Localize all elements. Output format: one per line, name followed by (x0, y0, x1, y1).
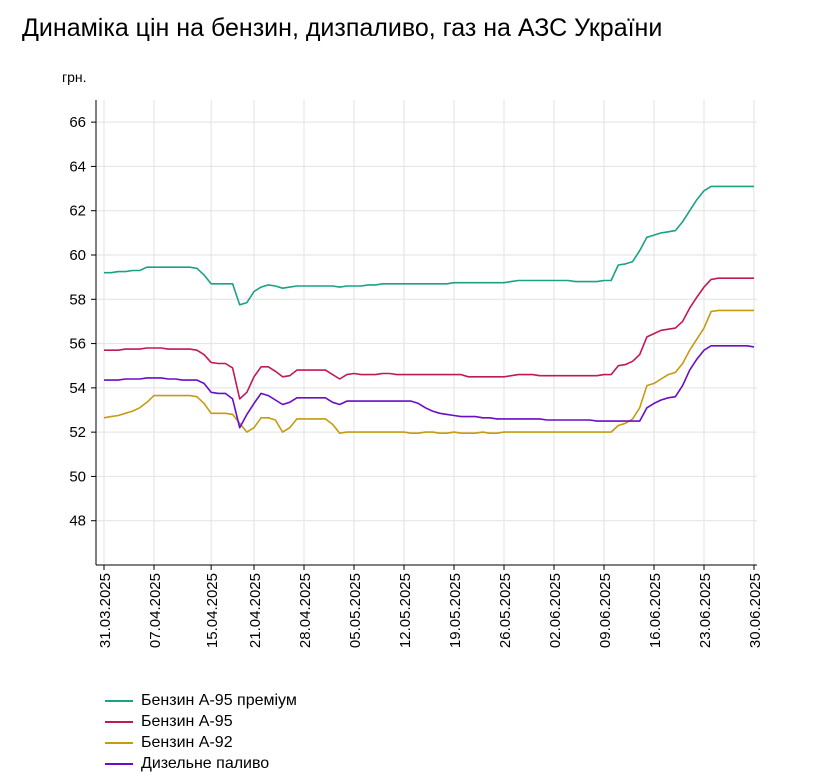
chart-title: Динаміка цін на бензин, дизпаливо, газ н… (22, 14, 663, 42)
y-axis-ticks: 48 50 52 54 56 58 60 62 64 66 (69, 114, 96, 530)
grid-lines (96, 100, 757, 565)
x-tick-label: 19.05.2025 (447, 573, 464, 648)
legend-swatch (105, 721, 133, 723)
x-tick-label: 02.06.2025 (547, 573, 564, 648)
x-tick-label: 16.06.2025 (647, 573, 664, 648)
x-tick-label: 21.04.2025 (247, 573, 264, 648)
series-line-1 (104, 185, 754, 306)
y-tick-label: 54 (69, 380, 86, 397)
x-tick-label: 26.05.2025 (497, 573, 514, 648)
legend-label: Бензин А-92 (141, 734, 233, 751)
y-axis-label: грн. (62, 69, 87, 85)
legend-label: Бензин А-95 (141, 713, 233, 730)
x-tick-label: 05.05.2025 (347, 573, 364, 648)
x-tick-label: 12.05.2025 (397, 573, 414, 648)
y-tick-label: 58 (69, 291, 86, 308)
y-tick-label: 48 (69, 513, 86, 530)
y-tick-label: 52 (69, 424, 86, 441)
legend-swatch (105, 763, 133, 765)
y-tick-label: 56 (69, 336, 86, 353)
y-tick-label: 50 (69, 468, 86, 485)
x-tick-label: 28.04.2025 (297, 573, 314, 648)
y-tick-label: 66 (69, 114, 86, 131)
axes (95, 100, 757, 566)
series-line-3 (103, 309, 754, 435)
x-tick-label: 31.03.2025 (97, 573, 114, 648)
legend-label: Бензин А-95 преміум (141, 692, 297, 709)
y-tick-label: 62 (69, 203, 86, 220)
series-line-2 (104, 277, 754, 400)
x-tick-label: 15.04.2025 (204, 573, 221, 648)
x-tick-label: 09.06.2025 (597, 573, 614, 648)
x-axis-ticks: 31.03.2025 07.04.2025 15.04.2025 21.04.2025… (97, 565, 764, 648)
legend-swatch (105, 700, 133, 702)
x-tick-label: 07.04.2025 (147, 573, 164, 648)
x-tick-label: 30.06.2025 (747, 573, 764, 648)
series-lines (103, 185, 755, 435)
legend-label: Дизельне паливо (141, 755, 270, 772)
y-tick-label: 64 (69, 158, 86, 175)
legend-swatch (105, 742, 133, 744)
x-tick-label: 23.06.2025 (697, 573, 714, 648)
series-line-4 (104, 344, 755, 429)
y-tick-label: 60 (69, 247, 86, 264)
